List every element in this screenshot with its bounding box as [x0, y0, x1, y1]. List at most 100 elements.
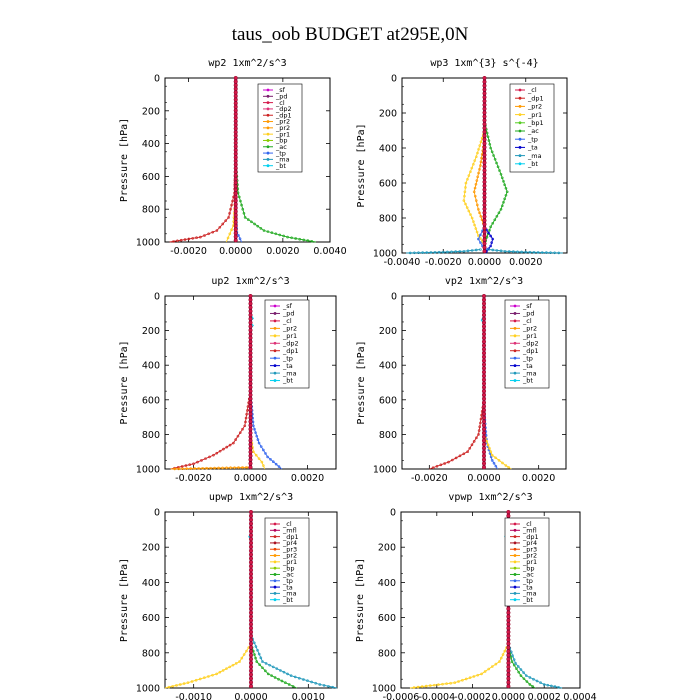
y-tick-label: 0 [390, 508, 396, 519]
zero-profile-marker [248, 354, 253, 359]
zero-profile-marker [481, 343, 487, 348]
series-marker [224, 219, 227, 222]
series-marker [469, 170, 472, 174]
zero-profile-marker [248, 680, 254, 685]
series-marker [453, 681, 457, 685]
zero-profile-marker [482, 145, 487, 150]
x-tick-label: -0.0002 [454, 692, 491, 700]
legend-label: _pd [522, 310, 535, 318]
series-marker [495, 249, 499, 252]
zero-profile-marker [233, 155, 238, 160]
zero-profile-marker [233, 83, 238, 88]
y-tick-label: 1000 [372, 684, 396, 695]
zero-profile-marker [248, 324, 253, 329]
zero-profile-marker [248, 411, 253, 417]
series-marker [504, 186, 508, 190]
zero-profile-marker [481, 301, 487, 306]
series-marker [478, 167, 481, 171]
series-marker [477, 433, 480, 436]
series-marker [504, 464, 508, 467]
series-line [164, 643, 252, 689]
zero-profile-marker [481, 347, 487, 352]
zero-profile-marker [248, 552, 254, 557]
legend-marker [513, 591, 517, 595]
zero-profile-marker [481, 358, 487, 363]
zero-profile-marker [248, 633, 254, 638]
legend-label: _pr4 [282, 539, 297, 547]
zero-profile-marker [481, 442, 487, 447]
series-marker [257, 652, 261, 656]
zero-profile-marker [248, 672, 254, 677]
series-marker [262, 448, 265, 452]
x-tick-label: -0.0020 [411, 473, 448, 484]
series-marker [262, 464, 265, 467]
series-marker [489, 225, 492, 229]
series-marker [226, 236, 230, 240]
series-marker [236, 434, 240, 438]
legend-marker [266, 101, 270, 105]
series-marker [266, 672, 270, 676]
series-marker [446, 250, 449, 254]
series-marker [472, 675, 476, 678]
series-marker [475, 179, 479, 182]
series-marker [318, 683, 322, 686]
legend-label: _dp1 [282, 347, 299, 355]
zero-profile-marker [248, 629, 254, 635]
y-tick-label: 800 [379, 430, 397, 441]
series-marker [215, 451, 219, 455]
series-marker [274, 462, 278, 466]
legend-label: _pr2 [282, 552, 297, 560]
legend-marker [513, 560, 517, 564]
series-marker [176, 239, 179, 243]
series-marker [473, 194, 477, 198]
legend-marker [513, 364, 517, 368]
panel-title: wp3 1xm^{3} s^{-4} [430, 58, 538, 69]
series-marker [467, 209, 471, 213]
series-marker [222, 447, 225, 451]
series-marker [207, 675, 210, 678]
series-marker [496, 165, 500, 169]
legend-marker [513, 585, 517, 589]
series-marker [488, 142, 492, 146]
series-marker [433, 683, 436, 687]
zero-profile-marker [248, 657, 254, 662]
series-marker [433, 251, 437, 254]
legend-marker [273, 312, 277, 315]
y-tick-label: 0 [154, 74, 160, 85]
zero-profile-marker [481, 400, 487, 405]
zero-profile-marker [248, 509, 254, 515]
series-marker [492, 461, 496, 465]
series-marker [233, 466, 236, 469]
legend-marker [513, 598, 517, 602]
legend-label: _tp [522, 577, 533, 585]
series-marker [229, 207, 232, 211]
series-marker [479, 248, 482, 251]
series-marker [490, 150, 494, 154]
legend-marker [266, 126, 270, 130]
y-tick-label: 200 [142, 326, 160, 337]
series-marker [195, 236, 198, 239]
zero-profile-marker [482, 102, 487, 107]
series-marker [284, 681, 287, 685]
zero-profile-marker [248, 540, 254, 546]
series-marker [454, 250, 457, 253]
zero-profile-marker [248, 571, 254, 577]
series-marker [475, 203, 479, 207]
zero-profile-marker [248, 457, 253, 462]
legend-marker [273, 371, 277, 375]
legend-marker [273, 554, 277, 557]
series-marker [509, 655, 513, 659]
series-marker [480, 156, 483, 160]
legend-marker [513, 579, 517, 583]
series-marker [254, 431, 257, 434]
figure-title: taus_oob BUDGET at295E,0N [232, 24, 469, 45]
zero-profile-marker [248, 653, 254, 658]
series-marker [256, 224, 260, 228]
zero-profile-marker [233, 223, 238, 228]
series-marker [489, 234, 492, 238]
zero-profile-marker [482, 156, 487, 161]
series-marker [241, 427, 244, 431]
series-marker [221, 669, 225, 672]
x-tick-label: 0.0002 [528, 692, 561, 700]
legend-label: _dp2 [282, 339, 299, 347]
